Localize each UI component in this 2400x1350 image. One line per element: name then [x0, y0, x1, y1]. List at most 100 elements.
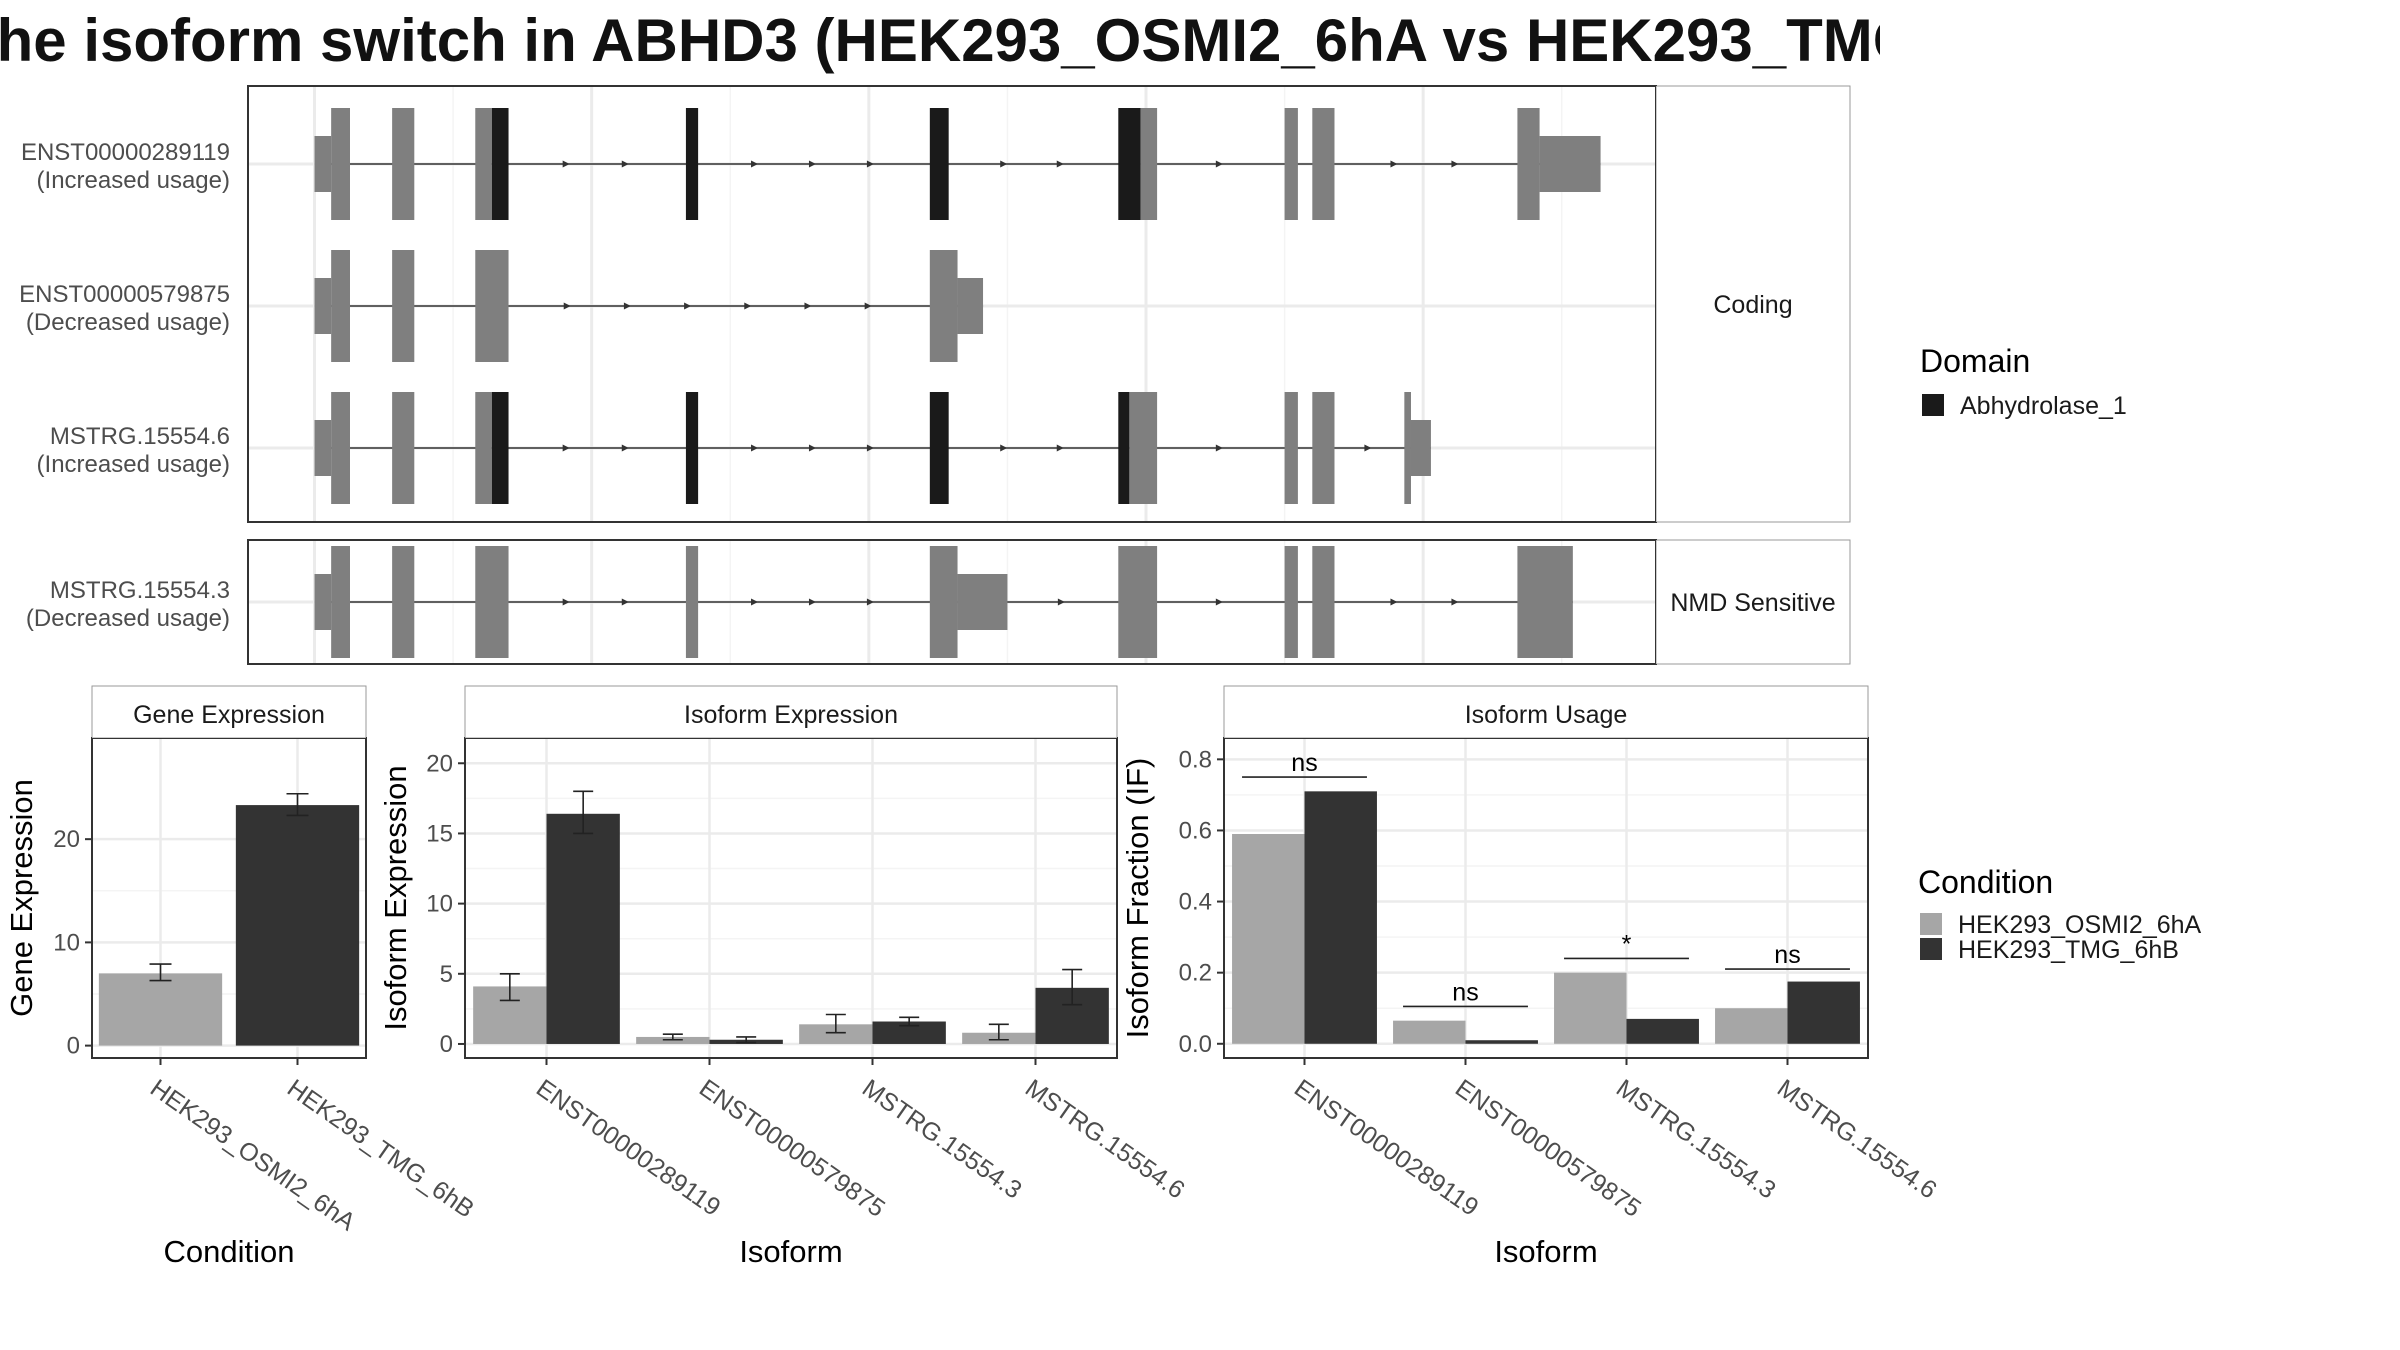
y-tick-label: 15	[426, 820, 453, 847]
coding-exon	[929, 250, 958, 362]
intron-arrow	[866, 598, 874, 606]
facet-strip	[1655, 539, 1851, 665]
utr-exon	[957, 574, 1008, 630]
y-tick-label: 0.6	[1179, 817, 1212, 844]
significance-label: *	[1622, 930, 1632, 958]
y-tick-label: 5	[440, 961, 453, 988]
y-tick-label: 0	[440, 1031, 453, 1058]
intron-arrow	[866, 160, 874, 168]
coding-exon	[1129, 392, 1158, 504]
bar	[1393, 1020, 1466, 1044]
intron-arrow	[751, 160, 759, 168]
domain-segment	[1118, 392, 1130, 504]
bar	[546, 813, 620, 1044]
y-tick-label: 10	[426, 891, 453, 918]
facet-label: Coding	[1713, 291, 1792, 319]
y-tick-label: 20	[426, 750, 453, 777]
coding-exon	[1284, 546, 1298, 658]
transcript-id-label: MSTRG.15554.3	[50, 577, 230, 604]
intron-arrow	[1000, 160, 1008, 168]
utr-exon	[314, 420, 332, 476]
bar	[1554, 972, 1627, 1044]
bar	[1232, 834, 1305, 1044]
intron-arrow	[866, 444, 874, 452]
intron-arrow	[621, 444, 629, 452]
utr-exon	[1410, 420, 1431, 476]
y-tick-label: 10	[53, 929, 80, 956]
legend-swatch	[1920, 913, 1942, 935]
intron-arrow	[744, 302, 752, 310]
intron-arrow	[751, 444, 759, 452]
legend-label: Abhydrolase_1	[1960, 392, 2127, 420]
utr-exon	[314, 574, 332, 630]
y-tick-label: 0	[67, 1033, 80, 1060]
utr-exon	[314, 278, 332, 334]
transcript-usage-label: (Increased usage)	[37, 167, 230, 194]
bar	[799, 1024, 873, 1044]
bar	[1787, 981, 1860, 1044]
panel-title: Gene Expression	[133, 701, 325, 729]
coding-exon	[1312, 108, 1335, 220]
coding-exon	[475, 108, 492, 220]
chart-panel-2: Isoform Expression05101520ENST0000028911…	[378, 685, 1190, 1269]
x-tick-label: MSTRG.15554.6	[1772, 1074, 1942, 1205]
bar	[98, 973, 223, 1046]
intron-arrow	[1451, 598, 1459, 606]
chart-title: The isoform switch in ABHD3 (HEK293_OSMI…	[0, 7, 1880, 74]
domain-segment	[685, 392, 699, 504]
coding-exon	[1517, 546, 1573, 658]
coding-exon	[1312, 392, 1335, 504]
legend-swatch	[1922, 394, 1944, 416]
coding-exon	[331, 250, 350, 362]
bar	[1626, 1018, 1699, 1044]
coding-exon	[331, 108, 350, 220]
coding-exon	[929, 546, 958, 658]
transcript-id-label: ENST00000289119	[21, 139, 230, 166]
y-tick-label: 0.8	[1179, 746, 1212, 773]
coding-exon	[475, 250, 509, 362]
intron-arrow	[751, 598, 759, 606]
transcript-MSTRG.15554.3: MSTRG.15554.3(Decreased usage)	[26, 546, 1573, 658]
intron-arrow	[1451, 160, 1459, 168]
coding-exon	[392, 108, 415, 220]
domain-segment	[929, 108, 949, 220]
y-tick-label: 0.0	[1179, 1031, 1212, 1058]
domain-legend: Domain Abhydrolase_1	[1920, 343, 2127, 420]
domain-segment	[1118, 108, 1141, 220]
y-axis-title: Isoform Fraction (IF)	[1120, 758, 1155, 1039]
coding-exon	[475, 392, 492, 504]
coding-exon	[475, 546, 509, 658]
coding-exon	[392, 250, 415, 362]
domain-segment	[929, 392, 949, 504]
legend-title: Condition	[1918, 864, 2053, 900]
facet-strip	[1655, 85, 1851, 523]
intron-arrow	[808, 598, 816, 606]
domain-segment	[685, 108, 699, 220]
transcript-id-label: MSTRG.15554.6	[50, 423, 230, 450]
intron-arrow	[808, 160, 816, 168]
transcript-id-label: ENST00000579875	[19, 281, 230, 308]
coding-exon	[1312, 546, 1335, 658]
legend-label: HEK293_TMG_6hB	[1958, 936, 2179, 964]
intron-arrow	[1390, 160, 1398, 168]
x-tick-label: MSTRG.15554.6	[1020, 1074, 1190, 1205]
x-axis-title: Isoform	[1494, 1234, 1597, 1269]
transcript-MSTRG.15554.6: MSTRG.15554.6(Increased usage)	[37, 392, 1431, 504]
coding-exon	[392, 392, 415, 504]
intron-arrow	[562, 444, 570, 452]
y-axis-title: Isoform Expression	[378, 765, 413, 1030]
transcript-ENST00000579875: ENST00000579875(Decreased usage)	[19, 250, 984, 362]
facet-strip	[1223, 685, 1869, 739]
transcript-usage-label: (Increased usage)	[37, 451, 230, 478]
domain-segment	[491, 108, 509, 220]
y-axis-title: Gene Expression	[4, 779, 39, 1017]
x-tick-label: MSTRG.15554.3	[857, 1074, 1027, 1205]
coding-exon	[1284, 108, 1298, 220]
intron-arrow	[621, 160, 629, 168]
facet-strip	[91, 685, 367, 739]
y-tick-label: 0.2	[1179, 960, 1212, 987]
transcript-usage-label: (Decreased usage)	[26, 309, 230, 336]
